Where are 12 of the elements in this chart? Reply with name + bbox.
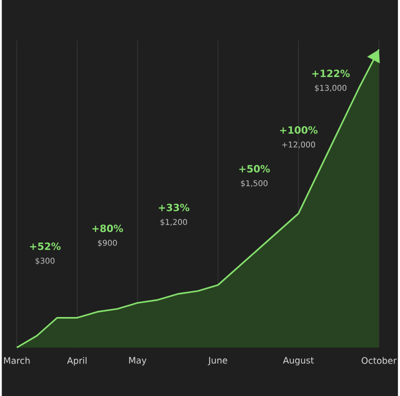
x-tick-label: April (67, 356, 87, 366)
annotation: +50% (239, 164, 270, 172)
x-tick-label: March (4, 356, 30, 364)
x-tick-label: May (129, 356, 146, 366)
x-tick-label: October (362, 356, 397, 364)
annotation: +52% (30, 242, 61, 250)
annotation: +80% (92, 224, 123, 232)
annotation: +33% (158, 204, 190, 212)
x-tick-label: June (208, 356, 228, 366)
x-tick-label: August (283, 356, 314, 366)
annotation: +122% (312, 70, 350, 78)
annotation: +100% (280, 126, 318, 134)
